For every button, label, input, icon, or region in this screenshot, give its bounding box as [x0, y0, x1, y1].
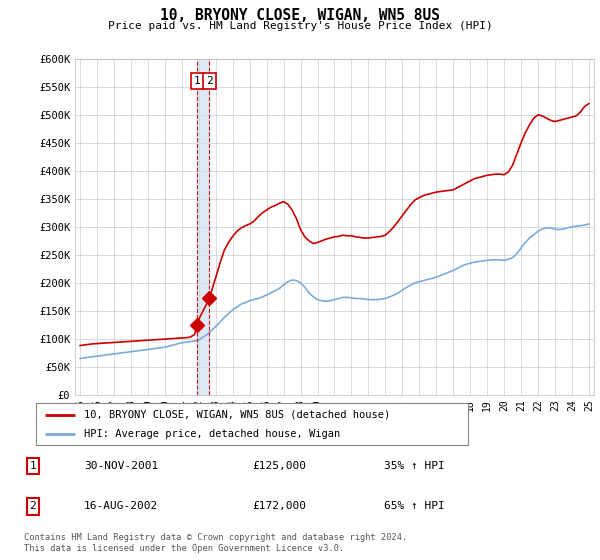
Text: Contains HM Land Registry data © Crown copyright and database right 2024.
This d: Contains HM Land Registry data © Crown c…	[24, 533, 407, 553]
Text: HPI: Average price, detached house, Wigan: HPI: Average price, detached house, Wiga…	[83, 429, 340, 439]
Text: 1: 1	[194, 76, 201, 86]
Text: 10, BRYONY CLOSE, WIGAN, WN5 8US (detached house): 10, BRYONY CLOSE, WIGAN, WN5 8US (detach…	[83, 409, 390, 419]
Text: 2: 2	[206, 76, 213, 86]
Text: 1: 1	[29, 461, 37, 471]
Text: 2: 2	[29, 501, 37, 511]
Text: £172,000: £172,000	[252, 501, 306, 511]
Text: 10, BRYONY CLOSE, WIGAN, WN5 8US: 10, BRYONY CLOSE, WIGAN, WN5 8US	[160, 8, 440, 24]
Text: £125,000: £125,000	[252, 461, 306, 471]
Text: 65% ↑ HPI: 65% ↑ HPI	[384, 501, 445, 511]
Text: 35% ↑ HPI: 35% ↑ HPI	[384, 461, 445, 471]
Text: Price paid vs. HM Land Registry's House Price Index (HPI): Price paid vs. HM Land Registry's House …	[107, 21, 493, 31]
Text: 30-NOV-2001: 30-NOV-2001	[84, 461, 158, 471]
Text: 16-AUG-2002: 16-AUG-2002	[84, 501, 158, 511]
Bar	[197, 59, 209, 395]
